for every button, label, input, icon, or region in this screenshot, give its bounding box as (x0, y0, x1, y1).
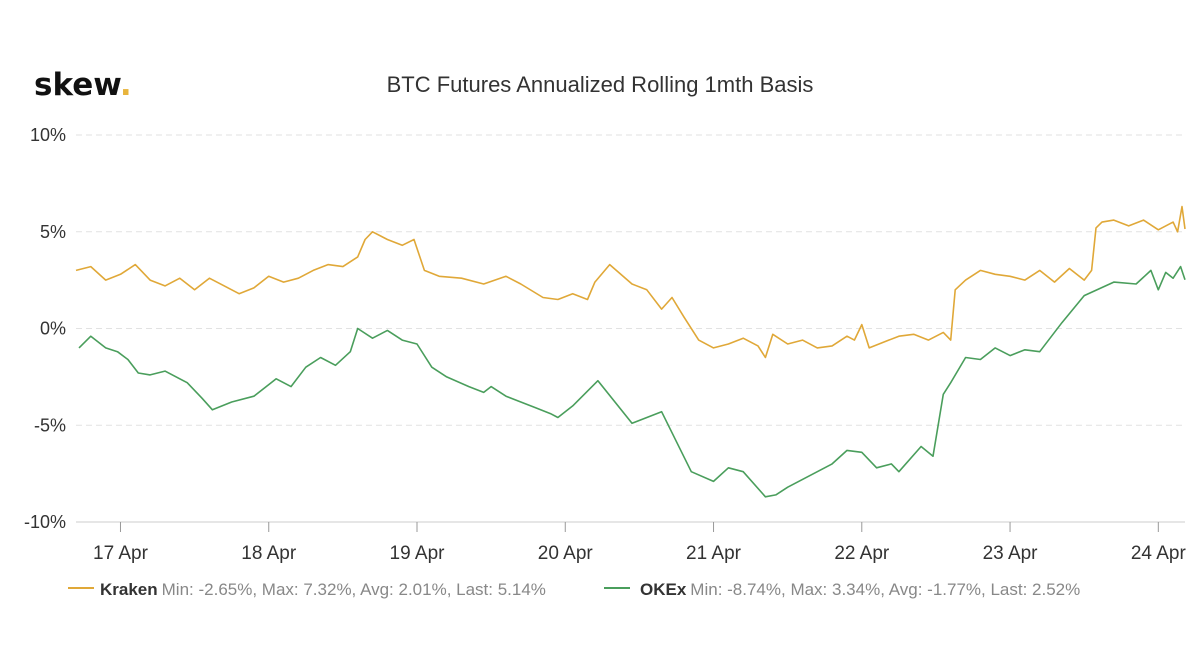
y-tick-label: 0% (40, 319, 66, 339)
x-tick-label: 23 Apr (983, 543, 1039, 564)
legend-item-okex[interactable]: OKEx Min: -8.74%, Max: 3.34%, Avg: -1.77%… (604, 580, 1080, 599)
x-tick-label: 24 Apr (1131, 543, 1187, 564)
x-tick-label: 19 Apr (390, 543, 446, 564)
legend-stats-kraken: Min: -2.65%, Max: 7.32%, Avg: 2.01%, Las… (162, 580, 546, 599)
y-axis-ticks: 10% 5% 0% -5% -10% (24, 125, 66, 532)
y-tick-label: 5% (40, 222, 66, 242)
series-line-okex (78, 265, 1186, 498)
grid (76, 134, 1185, 426)
x-tick-label: 22 Apr (834, 543, 890, 564)
y-tick-label: -5% (34, 415, 66, 435)
legend[interactable]: Kraken Min: -2.65%, Max: 7.32%, Avg: 2.01… (68, 580, 1080, 599)
x-axis: 17 Apr 18 Apr 19 Apr 20 Apr 21 Apr 22 Apr 23 A… (76, 521, 1187, 564)
y-tick-label: -10% (24, 512, 66, 532)
x-tick-label: 18 Apr (241, 543, 297, 564)
legend-name-kraken: Kraken (100, 580, 158, 599)
series-line-kraken (75, 205, 1186, 359)
legend-text-kraken: Kraken Min: -2.65%, Max: 7.32%, Avg: 2.01… (100, 580, 546, 599)
chart-title: BTC Futures Annualized Rolling 1mth Basi… (387, 72, 814, 97)
x-tick-label: 20 Apr (538, 543, 594, 564)
x-tick-label: 17 Apr (93, 543, 149, 564)
y-tick-label: 10% (30, 125, 66, 145)
legend-stats-okex: Min: -8.74%, Max: 3.34%, Avg: -1.77%, La… (690, 580, 1080, 599)
series (75, 205, 1186, 498)
skew-logo: skew. (34, 67, 132, 103)
logo-dot: . (120, 67, 132, 103)
legend-name-okex: OKEx (640, 580, 687, 599)
legend-item-kraken[interactable]: Kraken Min: -2.65%, Max: 7.32%, Avg: 2.01… (68, 580, 546, 599)
x-tick-label: 21 Apr (686, 543, 742, 564)
logo-text: skew (34, 67, 121, 103)
legend-text-okex: OKEx Min: -8.74%, Max: 3.34%, Avg: -1.77%… (640, 580, 1080, 599)
